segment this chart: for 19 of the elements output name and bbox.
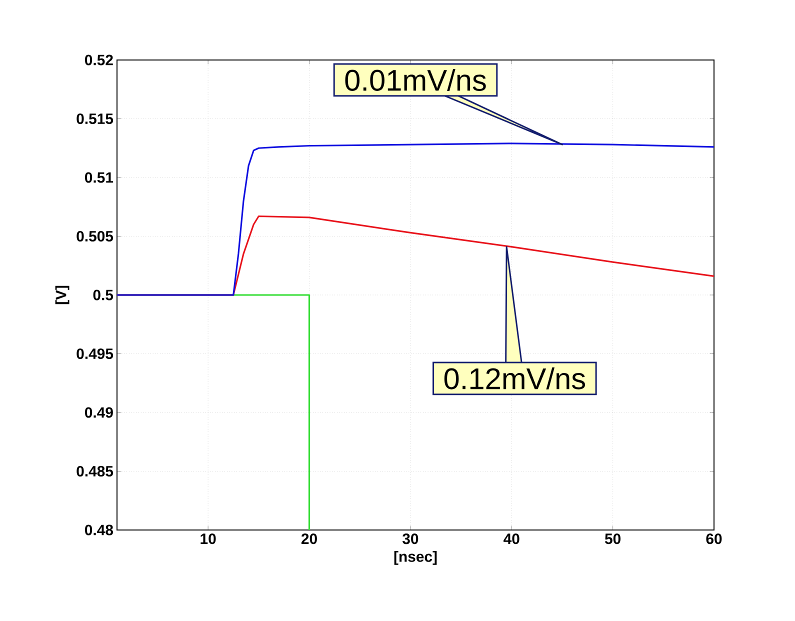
x-axis-title: [nsec] xyxy=(394,550,437,565)
y-tick-label: 0.52 xyxy=(85,54,113,66)
y-axis-title: [V] xyxy=(55,286,70,304)
x-tick-label: 20 xyxy=(301,534,317,544)
x-tick-label: 10 xyxy=(200,534,216,544)
annotation: 0.12mV/ns xyxy=(444,367,586,390)
y-tick-label: 0.505 xyxy=(76,230,114,242)
x-tick-label: 40 xyxy=(504,534,520,544)
x-tick-label: 50 xyxy=(604,534,621,544)
y-tick-label: 0.49 xyxy=(85,407,113,418)
annotation: 0.01mV/ns xyxy=(345,68,486,91)
y-tick-label: 0.485 xyxy=(76,466,114,477)
y-tick-label: 0.5 xyxy=(93,290,114,300)
x-tick-label: 60 xyxy=(706,534,722,544)
y-tick-label: 0.48 xyxy=(85,524,114,536)
y-tick-label: 0.515 xyxy=(76,113,114,124)
y-tick-label: 0.51 xyxy=(85,172,114,183)
y-tick-label: 0.495 xyxy=(76,348,114,360)
x-tick-label: 30 xyxy=(402,534,418,544)
